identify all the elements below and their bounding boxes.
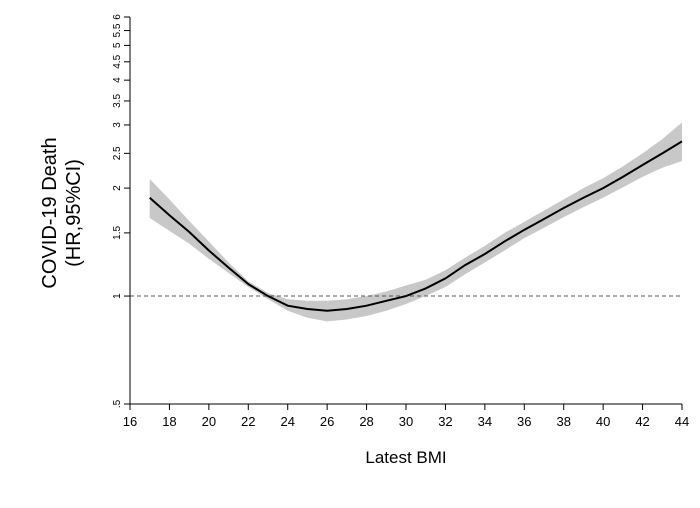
x-tick-label: 22	[241, 414, 255, 429]
x-tick-label: 32	[438, 414, 452, 429]
y-tick-label: 1.5	[112, 226, 123, 240]
estimate-line	[149, 140, 683, 312]
x-tick-label: 30	[399, 414, 413, 429]
y-tick-label: 3	[112, 122, 123, 128]
y-tick-label: 1	[112, 293, 123, 299]
x-tick-label: 28	[359, 414, 373, 429]
y-tick-label: 4	[112, 77, 123, 83]
y-label: (HR,95%CI)	[63, 159, 85, 267]
x-tick-label: 40	[596, 414, 610, 429]
x-tick-label: 18	[162, 414, 176, 429]
x-tick-label: 26	[320, 414, 334, 429]
x-label: Latest BMI	[365, 448, 446, 467]
y-tick-label: 6	[112, 14, 123, 20]
y-tick-label: 5	[112, 42, 123, 48]
x-tick-label: 38	[556, 414, 570, 429]
x-tick-label: 34	[478, 414, 492, 429]
x-tick-label: 36	[517, 414, 531, 429]
y-tick-label: 2	[112, 185, 123, 191]
x-tick-label: 42	[635, 414, 649, 429]
y-tick-label: 2.5	[112, 146, 123, 160]
x-tick-label: 24	[280, 414, 294, 429]
x-tick-label: 20	[202, 414, 216, 429]
x-tick-label: 44	[675, 414, 689, 429]
x-tick-label: 16	[123, 414, 137, 429]
y-tick-label: .5	[112, 399, 123, 408]
y-tick-label: 3.5	[112, 94, 123, 108]
y-label: COVID-19 Death	[39, 137, 61, 288]
y-tick-label: 5.5	[112, 23, 123, 37]
y-tick-label: 4.5	[112, 54, 123, 68]
